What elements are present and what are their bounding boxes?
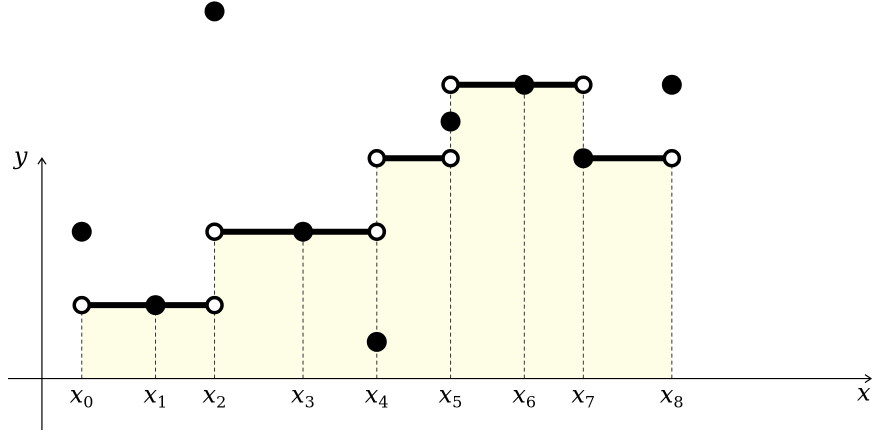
x-tick-label-subscript: 1 [157,393,167,412]
x-tick-label-subscript: 3 [305,393,315,412]
x-tick-label-subscript: 6 [526,393,536,412]
open-point-7 [574,75,593,95]
x-axis-label: x [857,379,871,407]
open-point-group [72,75,682,315]
axes-group: x y [8,142,873,430]
open-point-1 [205,295,224,315]
filled-point-0 [71,221,92,242]
x-tick-label-group: x0 x1 x2 x3 x4 x5 x6 x7 x8 [70,381,684,412]
x-tick-label-0: x0 [70,381,94,412]
x-tick-label-subscript: 4 [378,393,388,412]
x-tick-label-main: x [144,381,158,409]
open-point-4 [367,148,387,168]
x-tick-label-subscript: 7 [585,393,595,412]
x-tick-label-main: x [70,381,84,409]
x-tick-label-subscript: 2 [216,393,226,412]
x-tick-label-6: x6 [512,381,536,412]
shaded-region-3 [450,84,584,379]
x-tick-label-subscript: 0 [83,393,93,412]
x-axis-arrowhead [864,374,873,384]
filled-point-3 [293,221,314,242]
open-point-6 [441,75,460,95]
filled-point-7 [573,148,594,169]
y-axis-arrowhead [37,157,47,165]
filled-point-1 [145,295,166,316]
open-point-0 [72,295,92,315]
filled-point-4 [366,331,387,352]
shaded-region-group [81,84,672,379]
x-tick-label-7: x7 [571,381,595,412]
x-tick-label-5: x5 [439,381,463,412]
y-axis-label: y [13,142,28,170]
filled-point-6 [514,74,535,95]
x-tick-label-3: x3 [291,381,315,412]
x-tick-label-main: x [439,381,453,409]
x-tick-label-1: x1 [144,381,168,412]
open-point-8 [662,148,682,168]
x-tick-label-main: x [660,381,674,409]
x-tick-label-main: x [365,381,379,409]
x-tick-label-main: x [291,381,305,409]
x-tick-label-main: x [203,381,217,409]
x-tick-label-2: x2 [203,381,227,412]
x-tick-label-subscript: 5 [452,393,462,412]
x-tick-label-4: x4 [365,381,389,412]
shaded-region-2 [376,158,451,379]
shaded-region-0 [81,305,215,379]
x-tick-label-subscript: 8 [673,393,683,412]
open-point-2 [205,222,224,241]
open-point-5 [441,148,460,168]
shaded-region-1 [214,231,377,379]
filled-point-group [71,1,682,352]
shaded-region-4 [583,158,672,379]
x-tick-label-main: x [512,381,526,409]
x-tick-label-8: x8 [660,381,684,412]
filled-point-2 [204,1,225,22]
filled-point-8 [661,74,682,95]
open-point-3 [367,222,387,241]
x-tick-label-main: x [571,381,585,409]
filled-point-5 [440,111,461,132]
